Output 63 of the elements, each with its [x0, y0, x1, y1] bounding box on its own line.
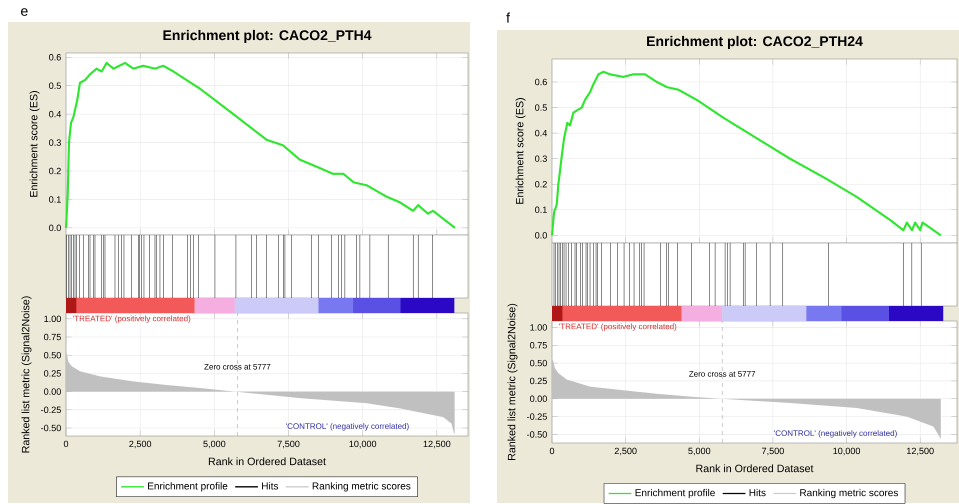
y-tick-label: -0.25	[527, 414, 547, 420]
text: e	[21, 8, 28, 16]
text: Enrichment profile	[148, 482, 228, 492]
chart-title: Enrichment plot: CACO2_PTH4	[163, 30, 372, 44]
x-tick-label: 12,500	[907, 448, 934, 456]
x-tick-label: 10,000	[350, 440, 376, 448]
ref-line-label: Zero cross at 5777	[204, 364, 270, 370]
x-axis-title: Rank in Ordered Dataset	[696, 464, 814, 472]
y-axis-title: Ranked list metric (Signal2Noise)	[508, 304, 518, 460]
y-tick-label: 0.3	[535, 156, 547, 162]
x-tick-label: 5,000	[203, 440, 226, 448]
y-axis-title: Enrichment score (ES)	[30, 91, 40, 197]
y-tick-label: -0.25	[41, 406, 61, 414]
x-tick-label: 2,500	[614, 448, 637, 456]
annotation: 'TREATED' (positively correlated)	[73, 316, 190, 324]
chart-title: Enrichment plot: CACO2_PTH24	[647, 36, 863, 50]
y-tick-label: 0.4	[535, 130, 548, 136]
x-tick-label: 7,500	[278, 440, 300, 448]
y-tick-label: 0.0	[49, 224, 61, 232]
y-tick-label: 0.1	[49, 196, 61, 203]
y-tick-label: 0.6	[535, 78, 547, 86]
y-tick-label: -0.50	[527, 431, 547, 438]
y-tick-label: 0.25	[44, 370, 61, 377]
y-axis-title: Ranked list metric (Signal2Noise)	[22, 296, 32, 453]
y-tick-label: 0.75	[44, 334, 61, 340]
line-series	[64, 62, 456, 230]
text: f	[506, 12, 510, 23]
y-tick-label: 0.00	[530, 396, 547, 402]
y-tick-label: 0.0	[535, 232, 547, 239]
y-tick-label: 0.5	[49, 82, 61, 90]
legend-label: Ranking metric scores	[312, 482, 410, 492]
y-tick-label: 0.25	[530, 378, 547, 384]
x-axis-title: Rank in Ordered Dataset	[208, 457, 326, 466]
y-tick-label: 0.3	[49, 140, 61, 146]
text: Hits	[750, 489, 766, 496]
x-tick-label: 10,000	[833, 448, 860, 456]
y-tick-label: 0.75	[530, 342, 547, 349]
text: Enrichment profile	[636, 489, 715, 498]
y-tick-label: 0.00	[44, 388, 61, 395]
text: Hits	[262, 482, 278, 490]
y-tick-label: 0.50	[530, 360, 547, 366]
y-axis-title: Enrichment score (ES)	[516, 98, 526, 204]
x-tick-label: 7,500	[762, 448, 784, 456]
legend-label: Ranking metric scores	[800, 489, 898, 498]
y-tick-label: -0.50	[41, 424, 61, 432]
ref-line-label: Zero cross at 5777	[689, 371, 756, 377]
y-tick-label: 0.6	[49, 54, 61, 61]
x-tick-label: 12,500	[424, 440, 450, 448]
x-tick-label: 5,000	[688, 448, 710, 456]
y-tick-label: 1.00	[530, 324, 547, 331]
x-tick-label: 2,500	[129, 440, 152, 448]
y-tick-label: 0.50	[44, 352, 61, 359]
annotation: 'CONTROL' (negatively correlated)	[286, 423, 409, 431]
annotation: 'TREATED' (positively correlated)	[559, 324, 676, 331]
y-tick-label: 0.2	[49, 168, 61, 174]
y-tick-label: 0.2	[535, 181, 547, 188]
x-tick-label: 0	[64, 440, 68, 448]
y-tick-label: 0.4	[49, 111, 62, 118]
annotation: 'CONTROL' (negatively correlated)	[774, 430, 897, 438]
y-tick-label: 0.1	[535, 206, 547, 214]
x-tick-label: 0	[550, 448, 554, 454]
y-tick-label: 1.00	[44, 316, 61, 322]
y-tick-label: 0.5	[535, 104, 547, 111]
